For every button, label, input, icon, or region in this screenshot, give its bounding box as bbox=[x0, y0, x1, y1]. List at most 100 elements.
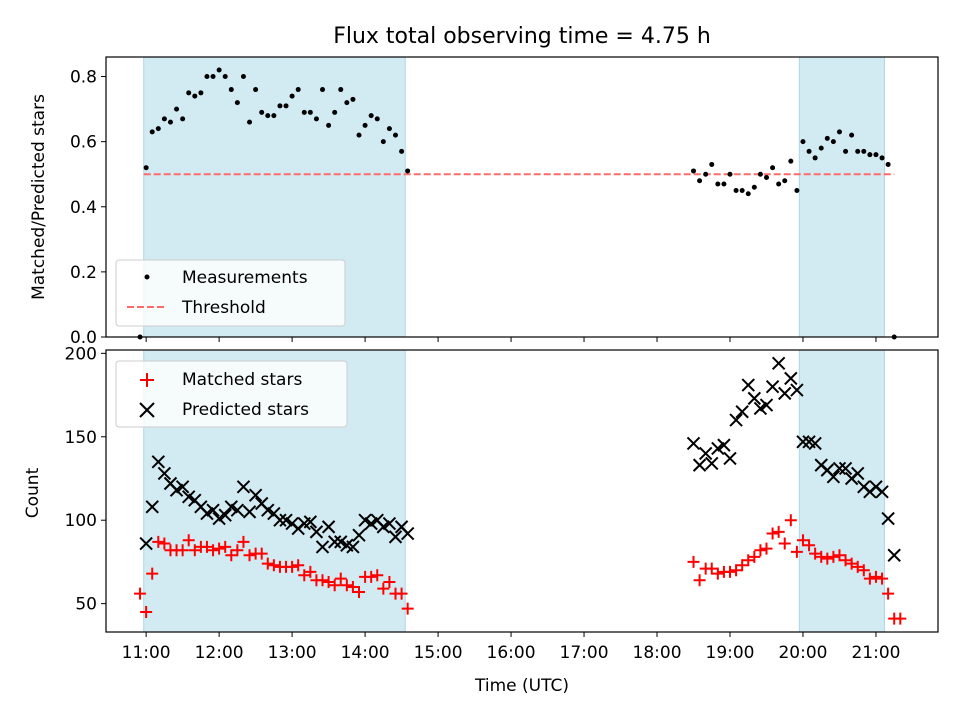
measurements-point-56 bbox=[757, 171, 763, 177]
predicted-stars-point-32 bbox=[334, 535, 348, 549]
matched-stars-point-58 bbox=[766, 527, 779, 540]
measurements-point-4 bbox=[161, 116, 167, 122]
matched-stars-point-22 bbox=[267, 559, 280, 572]
matched-stars-point-0 bbox=[134, 587, 147, 600]
top-legend-frame bbox=[115, 259, 346, 327]
predicted-stars-point-11 bbox=[206, 503, 220, 517]
matched-stars-point-8 bbox=[182, 534, 195, 547]
x-axis-label: Time (UTC) bbox=[474, 676, 569, 696]
measurements-point-77 bbox=[885, 161, 891, 167]
predicted-stars-point-5 bbox=[169, 483, 184, 497]
measurements-point-25 bbox=[289, 93, 295, 99]
legend-measurements-marker bbox=[144, 274, 150, 280]
predicted-stars-point-20 bbox=[261, 503, 275, 517]
matched-stars-point-72 bbox=[851, 560, 864, 573]
predicted-stars-point-13 bbox=[218, 508, 232, 522]
matched-stars-point-49 bbox=[711, 567, 724, 580]
measurements-point-40 bbox=[380, 139, 386, 145]
predicted-stars-point-0 bbox=[139, 536, 153, 551]
measurements-point-22 bbox=[271, 113, 277, 119]
predicted-stars-point-15 bbox=[230, 503, 245, 517]
matched-stars-point-63 bbox=[796, 534, 809, 547]
measurements-point-44 bbox=[405, 168, 411, 174]
x-tick-label-5: 16:00 bbox=[487, 643, 536, 663]
measurements-point-16 bbox=[234, 100, 240, 106]
x-tick-label-1: 12:00 bbox=[195, 643, 244, 663]
matched-stars-point-27 bbox=[298, 569, 311, 582]
predicted-stars-point-6 bbox=[175, 480, 190, 494]
matched-stars-point-38 bbox=[365, 570, 378, 583]
matched-stars-point-31 bbox=[322, 575, 335, 588]
measurements-point-60 bbox=[782, 178, 788, 184]
measurements-point-17 bbox=[240, 74, 246, 80]
measurements-point-12 bbox=[210, 74, 216, 80]
predicted-stars-point-49 bbox=[717, 438, 731, 452]
measurements-point-74 bbox=[867, 152, 873, 158]
measurements-point-29 bbox=[313, 116, 319, 122]
measurements-point-71 bbox=[849, 132, 855, 138]
matched-stars-point-43 bbox=[395, 587, 408, 600]
matched-stars-point-14 bbox=[219, 540, 232, 553]
predicted-stars-point-59 bbox=[778, 386, 792, 401]
predicted-stars-point-67 bbox=[826, 470, 841, 484]
predicted-stars-point-2 bbox=[151, 455, 166, 469]
measurements-point-6 bbox=[174, 106, 180, 112]
legend-predicted-label: Predicted stars bbox=[182, 400, 309, 420]
bottom-legend: Matched stars Predicted stars bbox=[115, 360, 348, 428]
predicted-stars-point-28 bbox=[309, 525, 324, 539]
measurements-point-39 bbox=[374, 116, 380, 122]
matched-stars-point-61 bbox=[784, 514, 797, 527]
matched-stars-point-4 bbox=[158, 537, 171, 550]
measurements-point-15 bbox=[228, 87, 234, 93]
measurements-point-64 bbox=[806, 148, 812, 154]
matched-stars-point-16 bbox=[231, 544, 244, 557]
measurements-point-5 bbox=[167, 119, 173, 125]
measurements-point-47 bbox=[703, 171, 709, 177]
x-tick-label-0: 11:00 bbox=[122, 643, 171, 663]
measurements-point-14 bbox=[222, 74, 228, 80]
matched-stars-point-55 bbox=[748, 550, 761, 563]
predicted-stars-point-75 bbox=[875, 485, 889, 499]
predicted-stars-point-17 bbox=[242, 505, 257, 519]
measurements-point-73 bbox=[861, 148, 867, 154]
x-tick-label-6: 17:00 bbox=[560, 643, 609, 663]
measurements-point-23 bbox=[277, 103, 283, 109]
x-tick-label-3: 14:00 bbox=[341, 643, 390, 663]
measurements-point-68 bbox=[830, 139, 836, 145]
matched-stars-point-35 bbox=[346, 580, 359, 593]
legend-threshold-label: Threshold bbox=[181, 298, 266, 318]
matched-stars-point-73 bbox=[857, 564, 870, 577]
predicted-stars-point-53 bbox=[741, 378, 755, 392]
matched-stars-point-48 bbox=[705, 562, 718, 575]
matched-stars-point-66 bbox=[815, 550, 828, 563]
predicted-stars-point-16 bbox=[236, 480, 251, 494]
legend-measurements-label: Measurements bbox=[182, 268, 308, 288]
matched-stars-point-32 bbox=[328, 579, 341, 592]
measurements-point-50 bbox=[721, 181, 727, 187]
predicted-stars-point-58 bbox=[771, 356, 786, 371]
measurements-point-66 bbox=[818, 145, 824, 151]
predicted-stars-point-27 bbox=[303, 515, 318, 529]
matched-stars-point-65 bbox=[809, 547, 822, 560]
measurements-point-21 bbox=[265, 113, 271, 119]
legend-matched-label: Matched stars bbox=[182, 370, 302, 390]
predicted-stars-point-30 bbox=[321, 520, 336, 534]
top-y-tick-label-1: 0.2 bbox=[70, 263, 97, 283]
measurements-point-49 bbox=[715, 181, 721, 187]
predicted-stars-point-60 bbox=[784, 371, 798, 386]
predicted-stars-point-39 bbox=[376, 520, 391, 534]
measurements-point-18 bbox=[247, 119, 253, 125]
bottom-panel: 11:00 12:00 13:00 14:00 15:00 16:00 17:00 18:00… bbox=[23, 344, 939, 663]
predicted-stars-point-62 bbox=[796, 435, 810, 449]
matched-stars-point-39 bbox=[371, 569, 384, 582]
measurements-point-42 bbox=[392, 132, 398, 138]
matched-stars-point-33 bbox=[334, 572, 347, 585]
predicted-stars-point-35 bbox=[352, 528, 366, 542]
legend-matched-marker bbox=[140, 373, 154, 387]
measurements-point-9 bbox=[192, 93, 198, 99]
measurements-point-33 bbox=[338, 87, 344, 93]
matched-stars-point-46 bbox=[693, 574, 706, 587]
measurements-point-7 bbox=[180, 116, 186, 122]
predicted-stars-point-48 bbox=[711, 441, 725, 456]
measurements-point-54 bbox=[745, 191, 751, 197]
